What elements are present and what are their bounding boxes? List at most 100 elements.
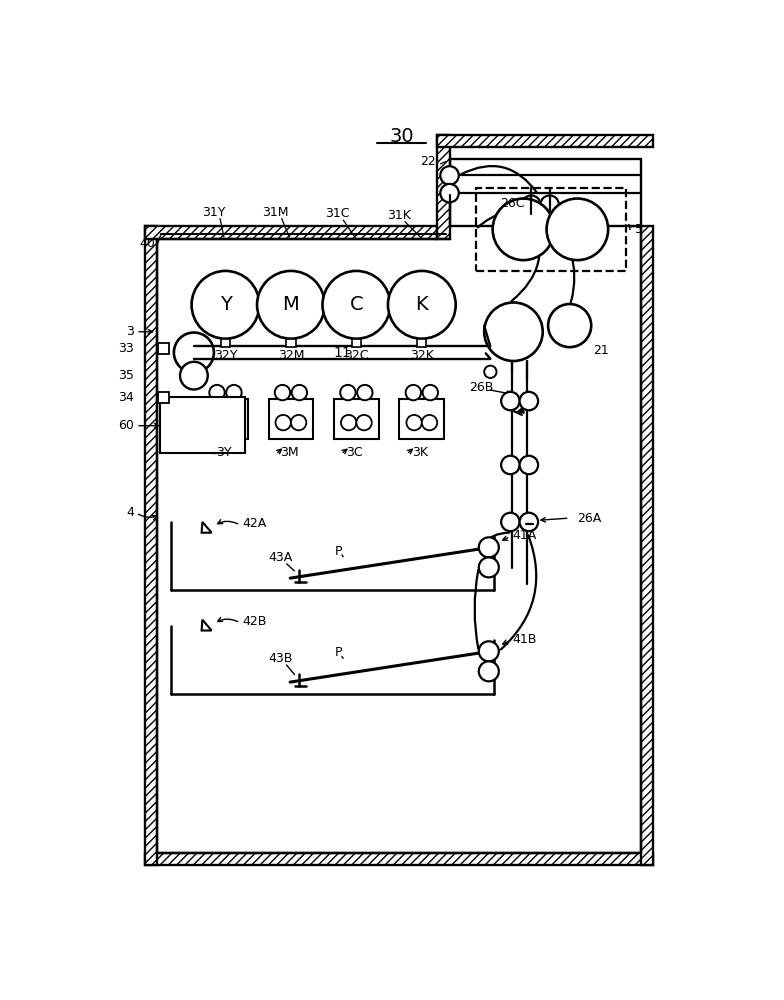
Circle shape <box>479 661 499 681</box>
Circle shape <box>501 456 520 474</box>
Text: M: M <box>282 295 299 314</box>
Circle shape <box>405 385 421 400</box>
Text: 32C: 32C <box>344 349 368 362</box>
Text: P: P <box>335 545 343 558</box>
Bar <box>286 339 296 347</box>
Circle shape <box>479 557 499 577</box>
Text: 22: 22 <box>420 155 436 168</box>
Text: 32K: 32K <box>410 349 434 362</box>
Circle shape <box>522 195 540 214</box>
Text: 26A: 26A <box>577 512 601 525</box>
Circle shape <box>520 513 538 531</box>
Circle shape <box>479 537 499 557</box>
Circle shape <box>257 271 325 339</box>
Text: 41A: 41A <box>512 529 536 542</box>
Bar <box>144 226 437 239</box>
Bar <box>144 226 157 865</box>
Text: 3C: 3C <box>347 446 363 459</box>
Text: 4: 4 <box>126 506 134 519</box>
Text: 32M: 32M <box>278 349 304 362</box>
Bar <box>157 239 641 853</box>
Text: 31M: 31M <box>263 206 289 219</box>
Text: Y: Y <box>220 295 231 314</box>
Circle shape <box>520 456 538 474</box>
Text: 3: 3 <box>126 325 134 338</box>
Bar <box>269 399 314 439</box>
Polygon shape <box>201 620 212 631</box>
Circle shape <box>275 415 291 430</box>
Bar <box>334 399 379 439</box>
Circle shape <box>492 199 554 260</box>
Circle shape <box>210 415 226 430</box>
Text: 60: 60 <box>118 419 134 432</box>
Circle shape <box>388 271 456 339</box>
Bar <box>221 339 230 347</box>
Bar <box>476 188 626 271</box>
Text: C: C <box>350 295 363 314</box>
Circle shape <box>191 271 260 339</box>
Bar <box>641 226 653 865</box>
Circle shape <box>423 385 438 400</box>
Text: 26B: 26B <box>470 381 494 394</box>
Text: 3M: 3M <box>280 446 299 459</box>
Text: 26C: 26C <box>500 197 524 210</box>
Circle shape <box>180 362 208 389</box>
Text: 40: 40 <box>140 237 155 250</box>
Polygon shape <box>201 522 212 533</box>
Circle shape <box>209 385 225 400</box>
Text: K: K <box>416 295 428 314</box>
Bar <box>160 397 245 453</box>
Text: 3Y: 3Y <box>216 446 232 459</box>
Bar <box>352 339 361 347</box>
Bar <box>417 339 426 347</box>
Circle shape <box>291 415 307 430</box>
Bar <box>400 399 445 439</box>
Circle shape <box>341 415 357 430</box>
Text: 35: 35 <box>118 369 134 382</box>
Text: 11: 11 <box>334 346 351 360</box>
Circle shape <box>520 392 538 410</box>
Circle shape <box>479 641 499 661</box>
Text: 42A: 42A <box>242 517 267 530</box>
Circle shape <box>292 385 307 400</box>
Circle shape <box>501 392 520 410</box>
Circle shape <box>485 302 543 361</box>
Circle shape <box>340 385 356 400</box>
Text: 31Y: 31Y <box>202 206 226 219</box>
Circle shape <box>274 385 290 400</box>
Circle shape <box>422 415 437 430</box>
Circle shape <box>441 166 459 185</box>
Bar <box>144 853 653 865</box>
Text: 41B: 41B <box>512 633 536 646</box>
Text: 33: 33 <box>118 342 134 355</box>
Text: 21: 21 <box>593 344 608 358</box>
Circle shape <box>485 366 496 378</box>
Text: 43A: 43A <box>269 551 293 564</box>
Bar <box>203 399 248 439</box>
Circle shape <box>546 199 608 260</box>
Circle shape <box>227 385 241 400</box>
Circle shape <box>548 304 591 347</box>
Circle shape <box>174 333 214 373</box>
Circle shape <box>441 184 459 202</box>
Text: 5: 5 <box>635 223 643 236</box>
Bar <box>437 135 449 239</box>
Text: 30: 30 <box>390 127 414 146</box>
Circle shape <box>358 385 372 400</box>
Circle shape <box>226 415 241 430</box>
Text: 34: 34 <box>118 391 134 404</box>
Text: 31K: 31K <box>387 209 411 222</box>
Text: P: P <box>335 646 343 659</box>
Circle shape <box>501 513 520 531</box>
Bar <box>437 135 653 147</box>
Text: 3K: 3K <box>412 446 428 459</box>
Text: 43B: 43B <box>269 652 293 666</box>
Bar <box>158 392 169 403</box>
Bar <box>158 343 169 354</box>
Circle shape <box>322 271 390 339</box>
Text: 32Y: 32Y <box>214 349 237 362</box>
Circle shape <box>540 195 559 214</box>
Circle shape <box>406 415 422 430</box>
Circle shape <box>357 415 372 430</box>
Text: 42B: 42B <box>242 615 267 628</box>
